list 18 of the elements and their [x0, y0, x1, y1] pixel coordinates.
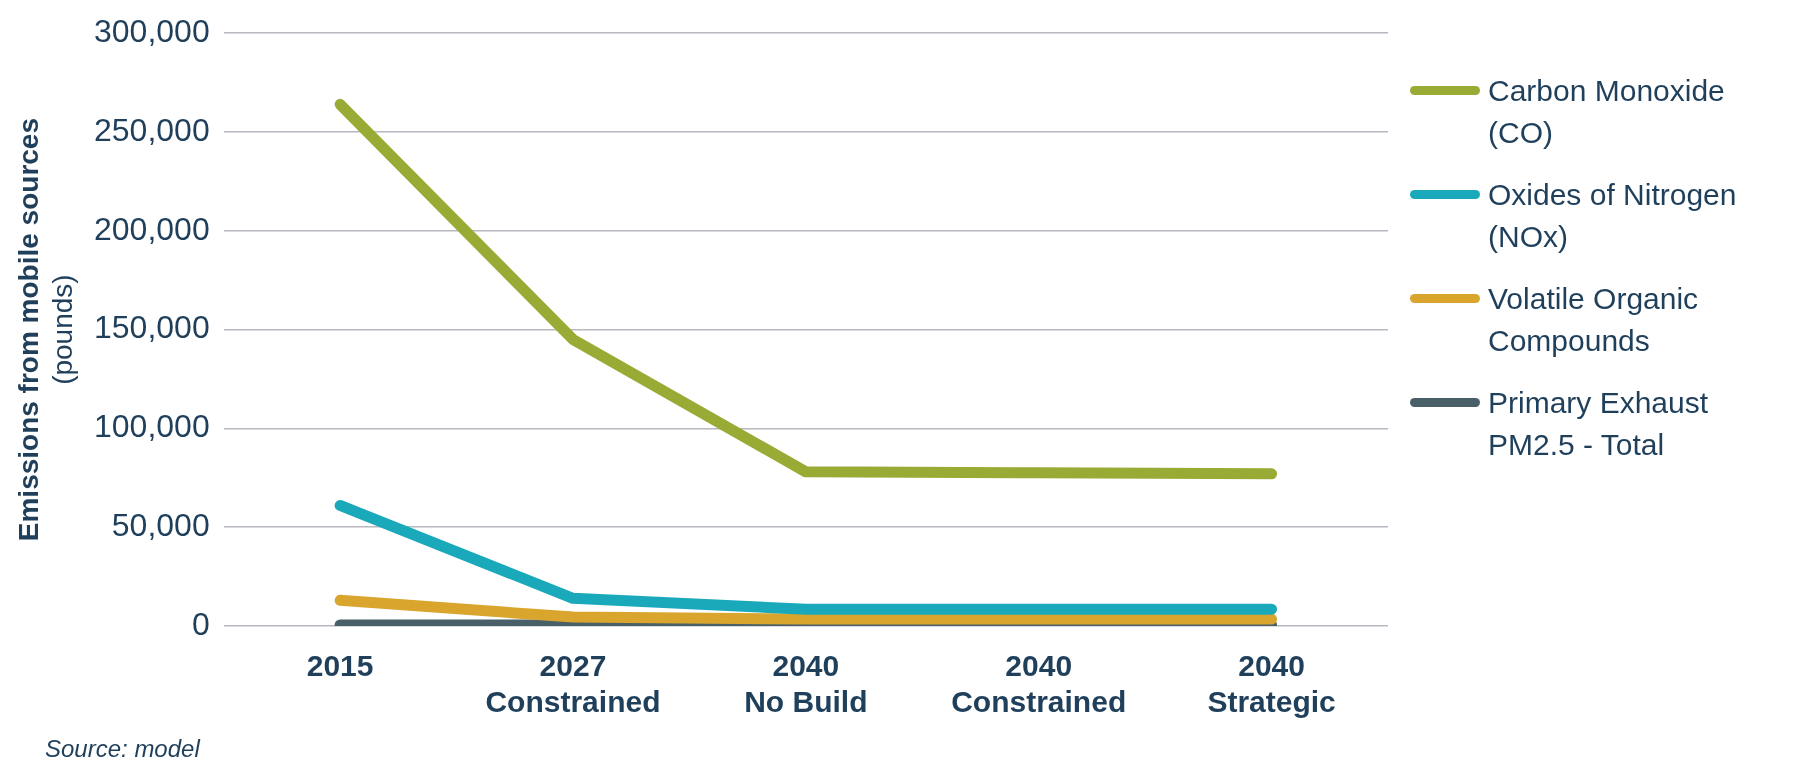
legend-label: Volatile Organic Compounds — [1488, 281, 1700, 359]
y-tick-label: 250,000 — [94, 111, 210, 148]
legend-label: Carbon Monoxide (CO) — [1488, 73, 1726, 151]
y-tick-label: 300,000 — [94, 13, 210, 50]
y-tick-label: 150,000 — [94, 309, 210, 346]
y-axis-title: Emissions from mobile sources (pounds) — [12, 117, 78, 542]
x-tick-label: 2040 No Build — [744, 649, 868, 719]
x-tick-label: 2027 Constrained — [485, 649, 661, 719]
y-tick-label: 0 — [191, 605, 210, 642]
y-tick-label: 200,000 — [94, 210, 210, 247]
y-tick-label: 50,000 — [111, 507, 210, 544]
y-tick-label: 100,000 — [94, 408, 210, 445]
x-tick-label: 2040 Constrained — [951, 649, 1127, 719]
legend-label: Oxides of Nitrogen (NOx) — [1488, 177, 1738, 255]
x-tick-label: 2015 — [306, 649, 374, 683]
source-note: Source: model — [45, 735, 200, 763]
x-tick-label: 2040 Strategic — [1207, 649, 1336, 719]
legend-label: Primary Exhaust PM2.5 - Total — [1488, 385, 1710, 463]
